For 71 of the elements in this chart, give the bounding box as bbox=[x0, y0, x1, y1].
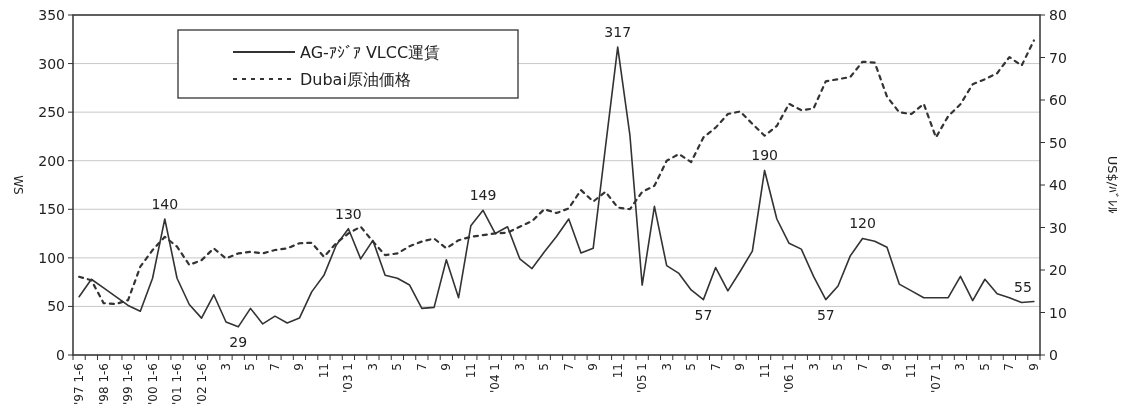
x-tick-label: '99 1-6 bbox=[121, 363, 136, 405]
x-tick-label: 9 bbox=[879, 363, 894, 371]
y2-tick-label: 20 bbox=[1049, 262, 1067, 278]
x-tick-label: 9 bbox=[586, 363, 601, 371]
x-tick-label: 11 bbox=[610, 363, 625, 379]
legend-label: Dubai原油価格 bbox=[300, 70, 411, 89]
x-tick-label: '00 1-6 bbox=[145, 363, 160, 405]
data-label: 190 bbox=[751, 147, 778, 164]
y2-axis-title: US$/ﾊﾞﾚﾙ bbox=[1105, 155, 1120, 215]
y2-tick-label: 60 bbox=[1049, 92, 1067, 108]
x-tick-label: 5 bbox=[831, 363, 846, 371]
x-tick-label: '01 1-6 bbox=[170, 363, 185, 405]
x-tick-label: 3 bbox=[659, 363, 674, 371]
x-tick-label: 7 bbox=[414, 363, 429, 371]
y-tick-label: 0 bbox=[56, 347, 65, 363]
x-tick-label: '04 1 bbox=[488, 363, 503, 394]
y-tick-label: 50 bbox=[47, 298, 65, 315]
x-tick-label: 11 bbox=[904, 363, 919, 379]
y-axis-title: WS bbox=[11, 175, 25, 195]
x-tick-label: '07 1 bbox=[928, 363, 943, 394]
y-tick-label: 350 bbox=[38, 7, 65, 23]
x-tick-label: '06 1 bbox=[782, 363, 797, 394]
y2-tick-label: 10 bbox=[1049, 304, 1067, 321]
x-tick-label: 3 bbox=[219, 363, 234, 371]
y2-tick-label: 30 bbox=[1049, 219, 1067, 236]
data-label: 149 bbox=[469, 187, 497, 204]
x-tick-label: 3 bbox=[365, 363, 380, 371]
data-label: 57 bbox=[816, 306, 835, 323]
y2-tick-label: 80 bbox=[1049, 7, 1067, 23]
data-label: 29 bbox=[229, 333, 248, 350]
x-tick-label: 11 bbox=[757, 363, 772, 379]
x-tick-label: 11 bbox=[316, 363, 331, 379]
data-label: 140 bbox=[151, 196, 179, 212]
y2-tick-label: 0 bbox=[1049, 347, 1058, 363]
x-tick-label: 9 bbox=[439, 363, 454, 371]
x-tick-label: '97 1-6 bbox=[72, 363, 87, 405]
y-tick-label: 200 bbox=[38, 152, 65, 169]
data-label: 57 bbox=[694, 306, 713, 323]
y-tick-label: 100 bbox=[38, 249, 65, 266]
legend-label: AG-ｱｼﾞｱ VLCC運賃 bbox=[300, 43, 441, 62]
x-tick-label: 5 bbox=[243, 363, 258, 371]
x-tick-label: 9 bbox=[733, 363, 748, 371]
data-label: 130 bbox=[335, 205, 362, 222]
y2-tick-label: 50 bbox=[1049, 134, 1067, 151]
x-tick-label: '05 1 bbox=[635, 363, 650, 394]
x-tick-label: 7 bbox=[855, 363, 870, 371]
x-tick-label: '03 1 bbox=[341, 363, 356, 394]
x-tick-label: 7 bbox=[1002, 363, 1017, 371]
x-tick-label: 3 bbox=[953, 363, 968, 371]
x-tick-label: 7 bbox=[267, 363, 282, 371]
data-label: 317 bbox=[604, 24, 632, 41]
x-tick-label: '98 1-6 bbox=[96, 363, 111, 405]
x-tick-label: 5 bbox=[537, 363, 552, 371]
x-tick-label: 5 bbox=[977, 363, 992, 371]
x-tick-label: 9 bbox=[1026, 363, 1041, 371]
x-tick-label: 3 bbox=[806, 363, 821, 371]
y-tick-label: 250 bbox=[38, 104, 65, 121]
x-tick-label: 9 bbox=[292, 363, 307, 371]
x-tick-label: '02 1-6 bbox=[194, 363, 209, 405]
x-tick-label: 11 bbox=[463, 363, 478, 379]
y2-tick-label: 40 bbox=[1049, 177, 1067, 193]
x-tick-label: 7 bbox=[561, 363, 576, 371]
data-label: 120 bbox=[849, 215, 876, 232]
x-tick-label: 5 bbox=[684, 363, 699, 371]
y-tick-label: 150 bbox=[38, 201, 65, 218]
data-label: 55 bbox=[1014, 278, 1032, 295]
x-tick-label: 3 bbox=[512, 363, 527, 371]
x-tick-label: 5 bbox=[390, 363, 405, 371]
y2-tick-label: 70 bbox=[1049, 49, 1067, 66]
x-tick-label: 7 bbox=[708, 363, 723, 371]
y-tick-label: 300 bbox=[38, 55, 65, 72]
